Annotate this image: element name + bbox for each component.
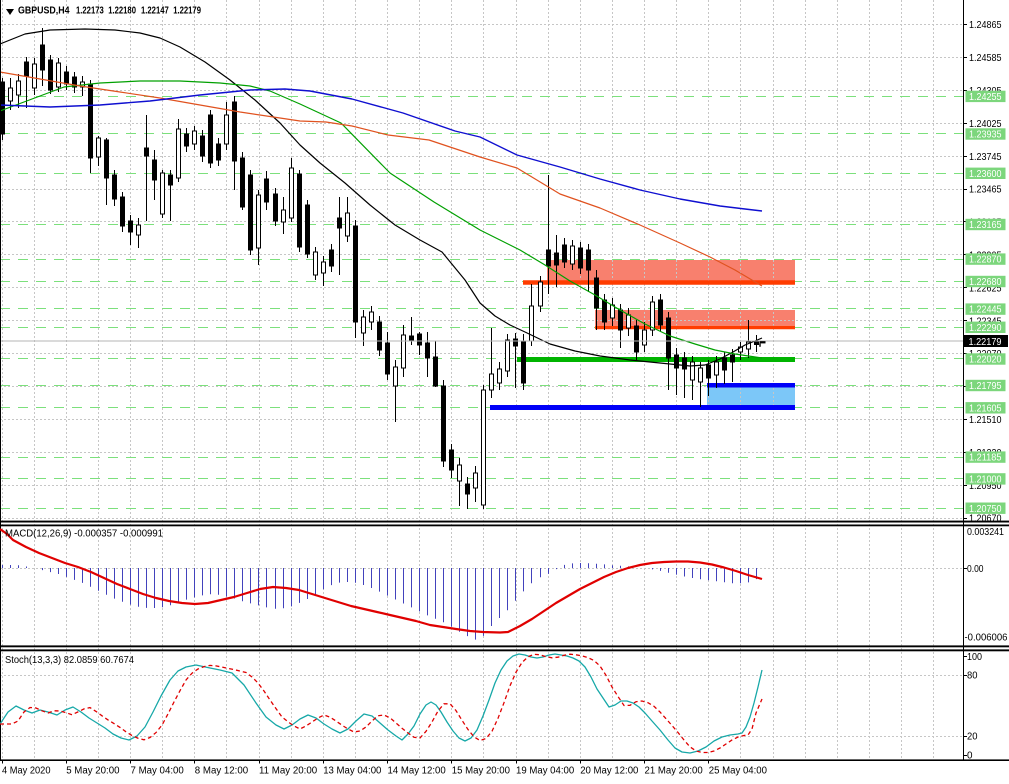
svg-text:1.24025: 1.24025 <box>969 119 1002 130</box>
svg-text:1.24585: 1.24585 <box>969 53 1002 64</box>
svg-text:1.22147: 1.22147 <box>141 6 169 17</box>
svg-text:1.21000: 1.21000 <box>969 475 1002 486</box>
svg-text:1.22625: 1.22625 <box>969 283 1002 294</box>
svg-text:1.21605: 1.21605 <box>969 403 1002 414</box>
svg-text:25 May 04:00: 25 May 04:00 <box>709 766 768 777</box>
svg-text:0.00: 0.00 <box>967 564 984 575</box>
svg-text:1.21185: 1.21185 <box>969 453 1002 464</box>
svg-text:19 May 04:00: 19 May 04:00 <box>516 766 575 777</box>
svg-text:1.20670: 1.20670 <box>969 514 1002 525</box>
svg-text:100: 100 <box>967 652 982 663</box>
svg-text:1.20750: 1.20750 <box>969 504 1002 515</box>
svg-text:1.22870: 1.22870 <box>969 255 1002 266</box>
svg-text:1.21795: 1.21795 <box>969 381 1002 392</box>
svg-text:0.003241: 0.003241 <box>967 527 1004 538</box>
svg-text:20: 20 <box>967 732 978 743</box>
svg-text:1.22445: 1.22445 <box>969 305 1002 316</box>
svg-text:0: 0 <box>967 750 973 761</box>
svg-text:1.22173: 1.22173 <box>76 6 104 17</box>
svg-text:MACD(12,26,9) -0.000357 -0.000: MACD(12,26,9) -0.000357 -0.000991 <box>5 528 163 539</box>
svg-text:1.22680: 1.22680 <box>969 277 1002 288</box>
svg-text:Stoch(13,3,3) 82.0859 60.7674: Stoch(13,3,3) 82.0859 60.7674 <box>5 655 134 666</box>
svg-text:1.22290: 1.22290 <box>969 323 1002 334</box>
svg-text:1.20950: 1.20950 <box>969 481 1002 492</box>
svg-text:20 May 12:00: 20 May 12:00 <box>580 766 639 777</box>
svg-text:1.23600: 1.23600 <box>969 169 1002 180</box>
svg-text:4 May 2020: 4 May 2020 <box>2 766 51 777</box>
svg-text:1.23465: 1.23465 <box>969 185 1002 196</box>
svg-text:1.23935: 1.23935 <box>969 130 1002 141</box>
svg-text:11 May 20:00: 11 May 20:00 <box>259 766 318 777</box>
svg-text:-0.006006: -0.006006 <box>965 632 1008 643</box>
svg-text:14 May 12:00: 14 May 12:00 <box>388 766 447 777</box>
svg-text:1.21510: 1.21510 <box>969 415 1002 426</box>
svg-text:1.22180: 1.22180 <box>108 6 136 17</box>
svg-text:1.24255: 1.24255 <box>969 92 1002 103</box>
svg-text:7 May 04:00: 7 May 04:00 <box>131 766 185 777</box>
svg-text:1.23745: 1.23745 <box>969 152 1002 163</box>
svg-text:80: 80 <box>967 671 978 682</box>
svg-text:8 May 12:00: 8 May 12:00 <box>195 766 249 777</box>
svg-text:1.22020: 1.22020 <box>969 355 1002 366</box>
svg-text:13 May 04:00: 13 May 04:00 <box>323 766 382 777</box>
svg-text:1.22179: 1.22179 <box>173 6 201 17</box>
svg-text:1.24865: 1.24865 <box>969 20 1002 31</box>
svg-text:15 May 20:00: 15 May 20:00 <box>452 766 511 777</box>
svg-text:GBPUSD,H4: GBPUSD,H4 <box>18 6 70 17</box>
svg-text:21 May 20:00: 21 May 20:00 <box>645 766 704 777</box>
svg-text:1.22179: 1.22179 <box>969 337 1002 348</box>
svg-text:5 May 20:00: 5 May 20:00 <box>66 766 120 777</box>
svg-text:1.23165: 1.23165 <box>969 220 1002 231</box>
